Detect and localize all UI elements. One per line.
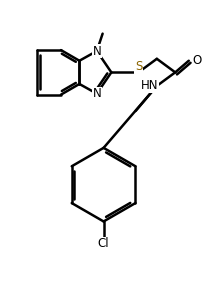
Text: Cl: Cl — [98, 237, 109, 250]
Text: O: O — [193, 54, 202, 67]
Text: N: N — [93, 45, 101, 58]
Text: HN: HN — [141, 79, 159, 92]
Text: N: N — [93, 87, 101, 100]
Text: S: S — [135, 60, 142, 73]
